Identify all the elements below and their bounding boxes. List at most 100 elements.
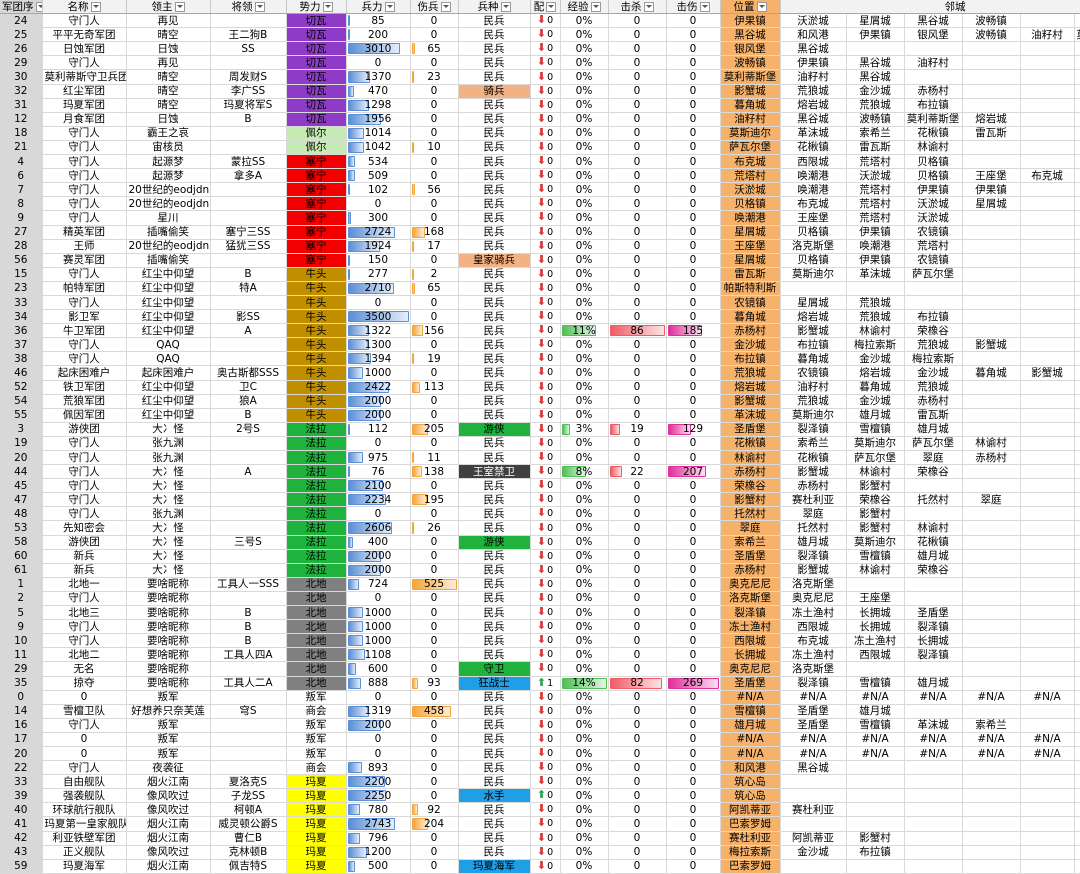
cell-neighbor[interactable]: 裂泽镇 [780,676,847,691]
cell-lord[interactable]: 要啥昵称 [126,633,211,649]
cell-config[interactable]: ⬇0 [530,84,561,99]
cell-neighbor[interactable]: 星屑城 [780,295,847,311]
cell-general[interactable]: 曹仁B [210,831,287,846]
cell-type[interactable]: 民兵 [458,520,531,536]
table-row[interactable]: 45 守门人 大冫怪 法拉 2100 0 民兵 ⬇0 0% 0 0 荣橡谷 赤杨村 影蟹村 [0,478,1080,494]
cell-lord[interactable]: 晴空 [126,84,211,99]
filter-dropdown-icon[interactable] [546,1,557,12]
cell-neighbor[interactable]: 熔岩城 [962,112,1021,127]
cell-name[interactable]: 自由舰队 [42,774,127,790]
cell-position[interactable]: 托然村 [720,506,781,522]
cell-neighbor[interactable]: 沃淤城 [846,168,905,184]
cell-troops[interactable]: 2250 [346,788,411,804]
cell-lord[interactable]: 烟火江南 [126,774,211,790]
cell-name[interactable]: 月食军团 [42,112,127,127]
cell-neighbor[interactable] [904,816,963,832]
cell-neighbor[interactable] [962,281,1021,296]
cell-lord[interactable]: 红尘中仰望 [126,323,211,339]
cell-neighbor[interactable]: 金沙城 [846,84,905,99]
cell-type[interactable]: 民兵 [458,732,531,747]
cell-neighbor[interactable] [1020,267,1075,282]
cell-faction[interactable]: 北地 [286,676,347,691]
cell-name[interactable]: 守门人 [42,140,127,156]
cell-neighbor[interactable]: 雷瓦斯 [904,408,963,423]
cell-neighbor[interactable]: 雪檀镇 [846,549,905,564]
cell-neighbor[interactable] [962,295,1021,311]
cell-name[interactable]: 先知密会 [42,520,127,536]
cell-neighbor[interactable] [1020,182,1075,198]
cell-neighbor[interactable]: 波畅镇 [846,112,905,127]
cell-wounded[interactable]: 0 [410,112,459,127]
cell-type[interactable]: 民兵 [458,492,531,508]
cell-type[interactable]: 民兵 [458,746,531,762]
cell-id[interactable]: 14 [0,704,43,719]
cell-kills[interactable]: 0 [608,84,667,99]
cell-injuries[interactable]: 0 [666,168,721,184]
cell-lord[interactable]: 大冫怪 [126,492,211,508]
cell-config[interactable]: ⬇0 [530,140,561,156]
cell-id[interactable]: 0 [0,690,43,705]
cell-wounded[interactable]: 17 [410,239,459,254]
cell-troops[interactable]: 1000 [346,633,411,649]
cell-neighbor[interactable] [1074,69,1080,85]
cell-position[interactable]: 索希兰 [720,535,781,550]
cell-faction[interactable]: 牛头 [286,337,347,353]
table-row[interactable]: 5 北地三 要啥昵称 B 北地 1000 0 民兵 ⬇0 0% 0 0 裂泽镇 冻土渔村 长拥城 圣盾堡 [0,605,1080,621]
cell-config[interactable]: ⬇0 [530,98,561,113]
table-row[interactable]: 33 守门人 红尘中仰望 牛头 0 0 民兵 ⬇0 0% 0 0 农镜镇 星屑城 荒狼城 [0,295,1080,311]
cell-name[interactable]: 守门人 [42,168,127,184]
cell-neighbor[interactable] [1020,577,1075,592]
cell-lord[interactable]: 烟火江南 [126,831,211,846]
filter-dropdown-icon[interactable] [699,1,710,12]
cell-lord[interactable]: 像风吹过 [126,802,211,818]
cell-kills[interactable]: 0 [608,408,667,423]
cell-faction[interactable]: 法拉 [286,549,347,564]
cell-id[interactable]: 34 [0,309,43,325]
filter-dropdown-icon[interactable] [756,1,767,12]
cell-kills[interactable]: 0 [608,816,667,832]
cell-config[interactable]: ⬇0 [530,464,561,480]
table-row[interactable]: 61 新兵 大冫怪 法拉 2000 0 民兵 ⬇0 0% 0 0 赤杨村 影蟹城 林谕村 荣橡谷 [0,563,1080,578]
cell-neighbor[interactable] [1020,845,1075,860]
cell-name[interactable]: 王师 [42,239,127,254]
cell-neighbor[interactable] [1020,281,1075,296]
cell-troops[interactable]: 0 [346,196,411,212]
cell-neighbor[interactable] [1074,422,1080,437]
cell-config[interactable]: ⬇0 [530,690,561,705]
cell-neighbor[interactable]: 荒塔村 [846,154,905,170]
cell-neighbor[interactable] [1020,337,1075,353]
cell-injuries[interactable]: 0 [666,309,721,325]
cell-neighbor[interactable] [846,577,905,592]
cell-neighbor[interactable]: 雪檀镇 [846,676,905,691]
cell-faction[interactable]: 牛头 [286,351,347,367]
cell-position[interactable]: 和风港 [720,760,781,776]
cell-wounded[interactable]: 0 [410,27,459,43]
cell-lord[interactable]: 日蚀 [126,41,211,57]
cell-injuries[interactable]: 0 [666,98,721,113]
cell-faction[interactable]: 牛头 [286,394,347,409]
cell-lord[interactable]: 张九渊 [126,450,211,466]
cell-experience[interactable]: 0% [560,774,609,790]
table-row[interactable]: 15 守门人 红尘中仰望 B 牛头 277 2 民兵 ⬇0 0% 0 0 雷瓦斯 莫斯迪尔 革沫城 萨瓦尔堡 [0,267,1080,282]
cell-neighbor[interactable] [962,380,1021,395]
cell-neighbor[interactable] [962,69,1021,85]
cell-faction[interactable]: 塞宁 [286,253,347,268]
cell-troops[interactable]: 888 [346,676,411,691]
cell-neighbor[interactable] [1074,816,1080,832]
cell-neighbor[interactable]: 油籽村 [780,69,847,85]
cell-injuries[interactable]: 0 [666,408,721,423]
table-row[interactable]: 39 强袭舰队 像风吹过 子龙SS 玛夏 2250 0 水手 ⬆0 0% 0 0 筑心岛 [0,788,1080,804]
cell-neighbor[interactable]: 暮角城 [962,365,1021,381]
cell-kills[interactable]: 0 [608,760,667,776]
table-row[interactable]: 6 守门人 起源梦 拿多A 塞宁 509 0 民兵 ⬇0 0% 0 0 荒塔村 唤潮港 沃淤城 贝格镇 王座堡布… [0,168,1080,184]
cell-injuries[interactable]: 129 [666,422,721,437]
cell-general[interactable]: B [210,605,287,621]
cell-position[interactable]: 荣橡谷 [720,478,781,494]
cell-config[interactable]: ⬇0 [530,27,561,43]
cell-neighbor[interactable]: 荒塔村 [904,239,963,254]
cell-lord[interactable]: 烟火江南 [126,816,211,832]
cell-injuries[interactable]: 0 [666,394,721,409]
cell-injuries[interactable]: 0 [666,746,721,762]
cell-neighbor[interactable]: 索希兰 [780,436,847,452]
cell-general[interactable]: 威灵顿公爵S [210,816,287,832]
